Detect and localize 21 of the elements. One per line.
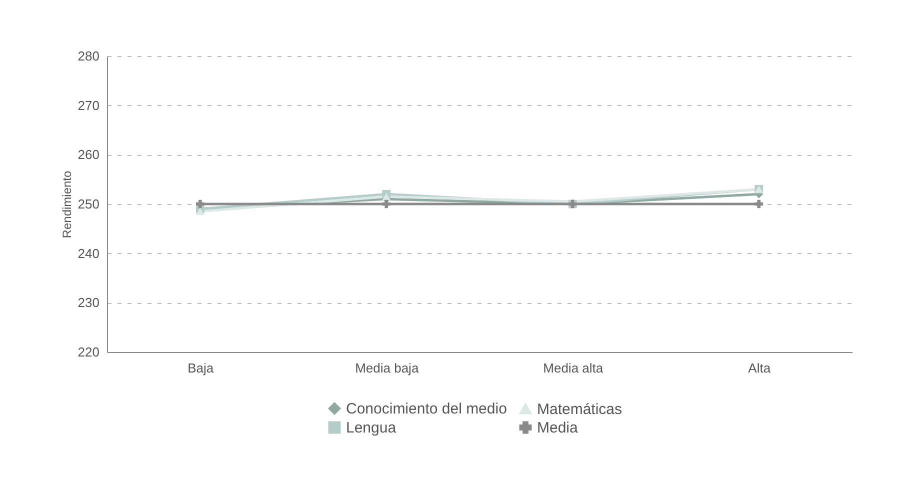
x-tick-label: Baja [188, 360, 214, 376]
legend-label: Media [537, 420, 579, 436]
point [382, 192, 391, 200]
point [196, 200, 204, 208]
point [196, 208, 204, 216]
legend-label: Lengua [346, 420, 397, 436]
legend-label: Matemáticas [537, 400, 622, 418]
y-tick-label: 220 [78, 344, 100, 360]
x-tick-label: Media baja [355, 360, 420, 376]
point [754, 200, 764, 208]
legend-label: Conocimiento del medio [346, 400, 507, 418]
y-tick-label: 240 [78, 246, 100, 261]
x-tick-label: Alta [748, 360, 772, 376]
point [382, 200, 391, 208]
y-tick-label: 230 [78, 295, 100, 310]
y-tick-label: 280 [78, 48, 100, 64]
y-axis-title: Rendimiento [60, 170, 74, 238]
y-tick-label: 250 [78, 196, 100, 212]
y-tick-label: 260 [78, 147, 100, 162]
y-tick-label: 270 [78, 98, 100, 113]
x-tick-label: Media alta [543, 360, 604, 376]
